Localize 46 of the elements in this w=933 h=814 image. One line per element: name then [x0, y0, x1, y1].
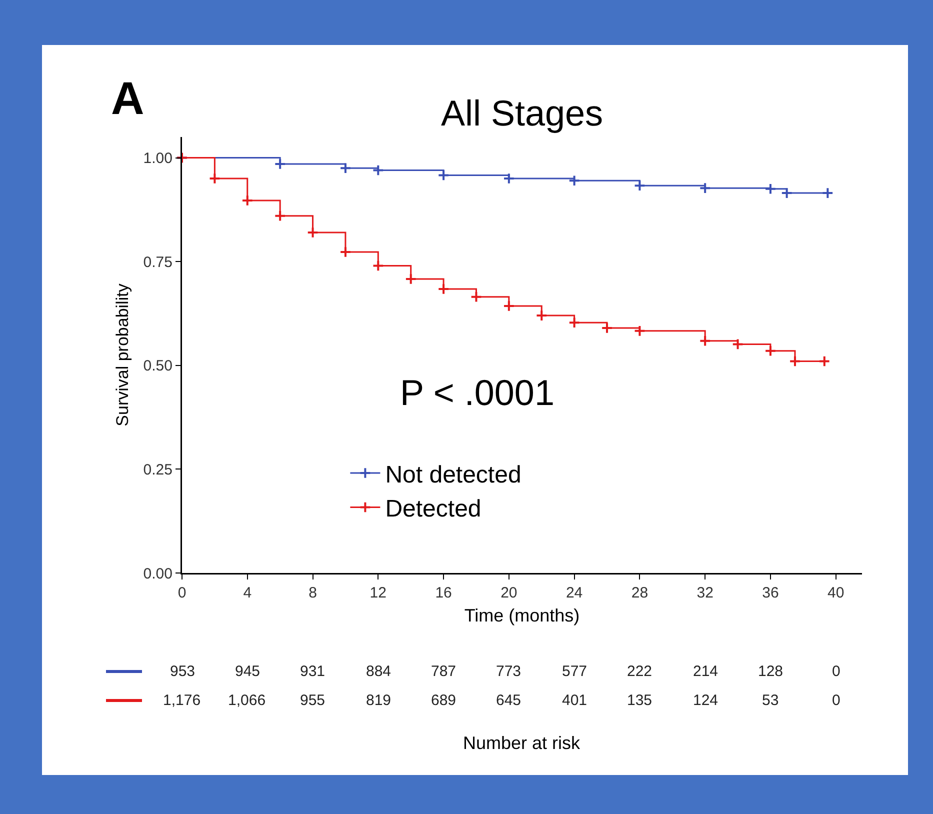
- text: 577: [562, 663, 588, 680]
- legend-label: Not detected: [385, 461, 522, 488]
- annotation: P < .0001: [400, 372, 554, 413]
- text: 0: [832, 663, 840, 680]
- y-axis-title: Survival probability: [113, 283, 132, 426]
- text: 953: [170, 663, 196, 680]
- y-tick-label: 0.75: [143, 254, 172, 271]
- text: 955: [300, 692, 326, 709]
- text: 214: [693, 663, 718, 680]
- text: 819: [366, 692, 392, 709]
- text: 0: [832, 692, 840, 709]
- x-tick-label: 40: [828, 584, 844, 602]
- x-tick-label: 8: [308, 584, 317, 602]
- text: 884: [366, 663, 392, 680]
- x-tick-label: 4: [243, 584, 252, 602]
- x-tick-label: 16: [435, 584, 452, 602]
- text: 773: [496, 663, 522, 680]
- x-tick-label: 32: [696, 584, 714, 602]
- text: 53: [762, 692, 779, 709]
- y-tick-label: 0.50: [143, 358, 172, 375]
- text: 945: [235, 663, 260, 680]
- legend-label: Detected: [385, 496, 482, 523]
- text: 689: [431, 692, 456, 709]
- text: Number at risk: [463, 733, 582, 753]
- text: 128: [758, 663, 784, 680]
- text: 645: [496, 692, 522, 709]
- text: 222: [627, 663, 652, 680]
- text: 1,176: [163, 692, 201, 709]
- x-tick-label: 20: [500, 584, 518, 602]
- x-axis-title: Time (months): [464, 605, 580, 626]
- x-tick-label: 28: [631, 584, 648, 602]
- text: 931: [300, 663, 326, 680]
- y-tick-label: 0.00: [143, 565, 172, 582]
- x-tick-label: 12: [370, 584, 386, 602]
- x-tick-label: 36: [762, 584, 779, 602]
- text: 135: [627, 692, 652, 709]
- x-tick-label: 0: [178, 584, 186, 602]
- text: 401: [562, 692, 588, 709]
- text: 787: [431, 663, 456, 680]
- y-tick-label: 0.25: [143, 461, 172, 478]
- text: A: [111, 72, 144, 124]
- x-tick-label: 24: [566, 584, 583, 602]
- y-tick-label: 1.00: [143, 150, 172, 168]
- chart-title: All Stages: [440, 92, 604, 134]
- text: 124: [693, 692, 718, 709]
- text: 1,066: [228, 692, 266, 709]
